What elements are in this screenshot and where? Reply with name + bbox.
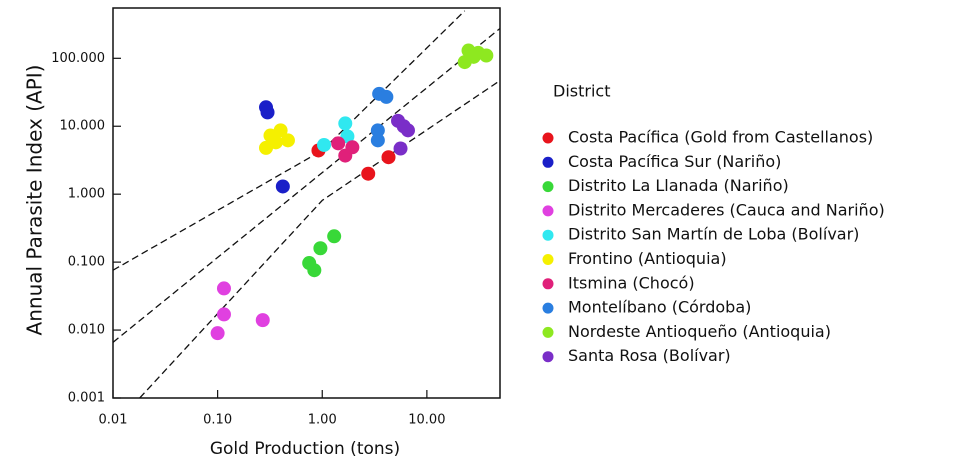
fit-line xyxy=(113,10,466,271)
x-tick-label: 10.00 xyxy=(408,413,445,428)
legend-label: Costa Pacífica Sur (Nariño) xyxy=(568,152,781,171)
point xyxy=(313,241,328,256)
fit-line xyxy=(113,27,500,343)
point xyxy=(216,281,231,296)
y-tick-label: 0.100 xyxy=(68,255,105,270)
point xyxy=(370,133,385,148)
legend-label: Nordeste Antioqueño (Antioquia) xyxy=(568,322,831,341)
legend-label: Itsmina (Chocó) xyxy=(568,273,695,292)
legend-label: Santa Rosa (Bolívar) xyxy=(568,346,731,365)
point xyxy=(268,135,283,150)
y-tick-label: 0.001 xyxy=(68,391,105,406)
point xyxy=(361,166,376,181)
point xyxy=(338,116,353,131)
point xyxy=(331,136,346,151)
point xyxy=(280,133,295,148)
point xyxy=(370,123,385,138)
legend-title: District xyxy=(553,82,610,101)
legend-marker xyxy=(542,205,554,217)
y-tick-label: 10.000 xyxy=(60,119,106,134)
point xyxy=(216,307,231,322)
legend-marker xyxy=(542,278,554,290)
point xyxy=(379,89,394,104)
x-axis-title: Gold Production (tons) xyxy=(210,439,400,459)
point xyxy=(396,119,411,134)
legend-marker xyxy=(542,302,554,314)
fit-line xyxy=(139,80,500,398)
point xyxy=(260,105,275,120)
point xyxy=(327,229,342,244)
legend-label: Distrito Mercaderes (Cauca and Nariño) xyxy=(568,200,885,219)
point xyxy=(393,141,408,156)
point xyxy=(317,137,332,152)
legend-label: Montelíbano (Córdoba) xyxy=(568,298,751,317)
legend-label: Distrito San Martín de Loba (Bolívar) xyxy=(568,225,859,244)
x-tick-label: 0.10 xyxy=(203,413,232,428)
point xyxy=(273,123,288,138)
legend-marker xyxy=(542,229,554,241)
legend-marker xyxy=(542,326,554,338)
point xyxy=(210,326,225,341)
legend-marker xyxy=(542,181,554,193)
legend-label: Frontino (Antioquia) xyxy=(568,249,727,268)
legend-marker xyxy=(542,132,554,144)
plot-frame xyxy=(112,7,501,399)
y-tick-label: 100.000 xyxy=(51,51,105,66)
legend-marker xyxy=(542,351,554,363)
x-tick-label: 0.01 xyxy=(99,413,128,428)
legend-label: Distrito La Llanada (Nariño) xyxy=(568,176,789,195)
y-tick-label: 0.010 xyxy=(68,323,105,338)
x-tick-label: 1.00 xyxy=(308,413,337,428)
legend-label: Costa Pacífica (Gold from Castellanos) xyxy=(568,128,873,147)
y-tick-label: 1.000 xyxy=(68,187,105,202)
point xyxy=(479,48,494,63)
legend-marker xyxy=(542,254,554,265)
point xyxy=(345,140,360,155)
y-axis-title: Annual Parasite Index (API) xyxy=(23,65,47,336)
point xyxy=(381,150,396,165)
point xyxy=(275,179,290,194)
legend-marker xyxy=(542,156,554,168)
point xyxy=(307,263,322,278)
point xyxy=(466,49,481,64)
point xyxy=(255,313,270,328)
